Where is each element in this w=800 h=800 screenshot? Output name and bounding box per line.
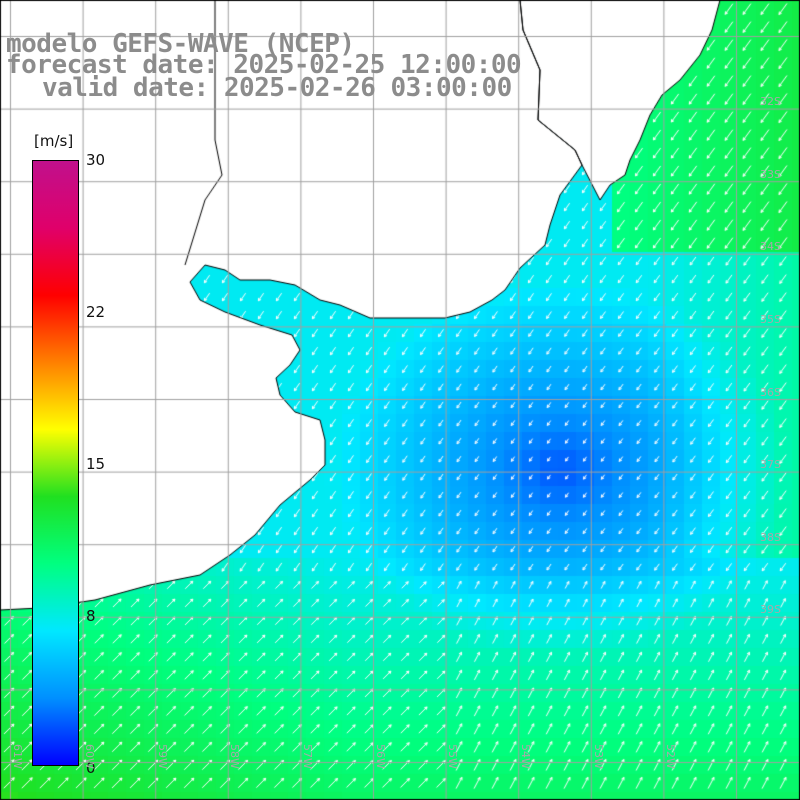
- valid-date: valid date: 2025-02-26 03:00:00: [42, 73, 512, 103]
- colorbar-label-8: 8: [86, 607, 96, 625]
- lat-label-33s: 33S: [760, 168, 781, 181]
- lat-label-32s: 32S: [760, 95, 781, 108]
- lon-label-53w: 53W: [592, 744, 605, 769]
- model-title: modelo GEFS-WAVE (NCEP): [6, 29, 355, 59]
- lat-label-38s: 38S: [760, 531, 781, 544]
- lon-label-56w: 56W: [374, 744, 387, 769]
- colorbar-label-22: 22: [86, 303, 106, 321]
- colorbar-label-min: 0: [86, 759, 96, 777]
- forecast-date: forecast date: 2025-02-25 12:00:00: [6, 50, 522, 80]
- lat-label-39s: 39S: [760, 603, 781, 616]
- lon-label-58w: 58W: [228, 744, 241, 769]
- lon-label-60w: 60W: [83, 744, 96, 769]
- lat-label-35s: 35S: [760, 313, 781, 326]
- lon-label-61w: 61W: [11, 744, 24, 769]
- lon-label-54w: 54W: [519, 744, 532, 769]
- lon-label-59w: 59W: [156, 744, 169, 769]
- lat-label-36s: 36S: [760, 386, 781, 399]
- lat-label-37s: 37S: [760, 458, 781, 471]
- colorbar: [32, 160, 79, 766]
- lon-label-57w: 57W: [301, 744, 314, 769]
- lon-label-55w: 55W: [446, 744, 459, 769]
- colorbar-unit: [m/s]: [34, 132, 74, 150]
- lon-label-52w: 52W: [664, 744, 677, 769]
- lat-label-34s: 34S: [760, 240, 781, 253]
- colorbar-label-max: 30: [86, 151, 106, 169]
- colorbar-label-15: 15: [86, 455, 106, 473]
